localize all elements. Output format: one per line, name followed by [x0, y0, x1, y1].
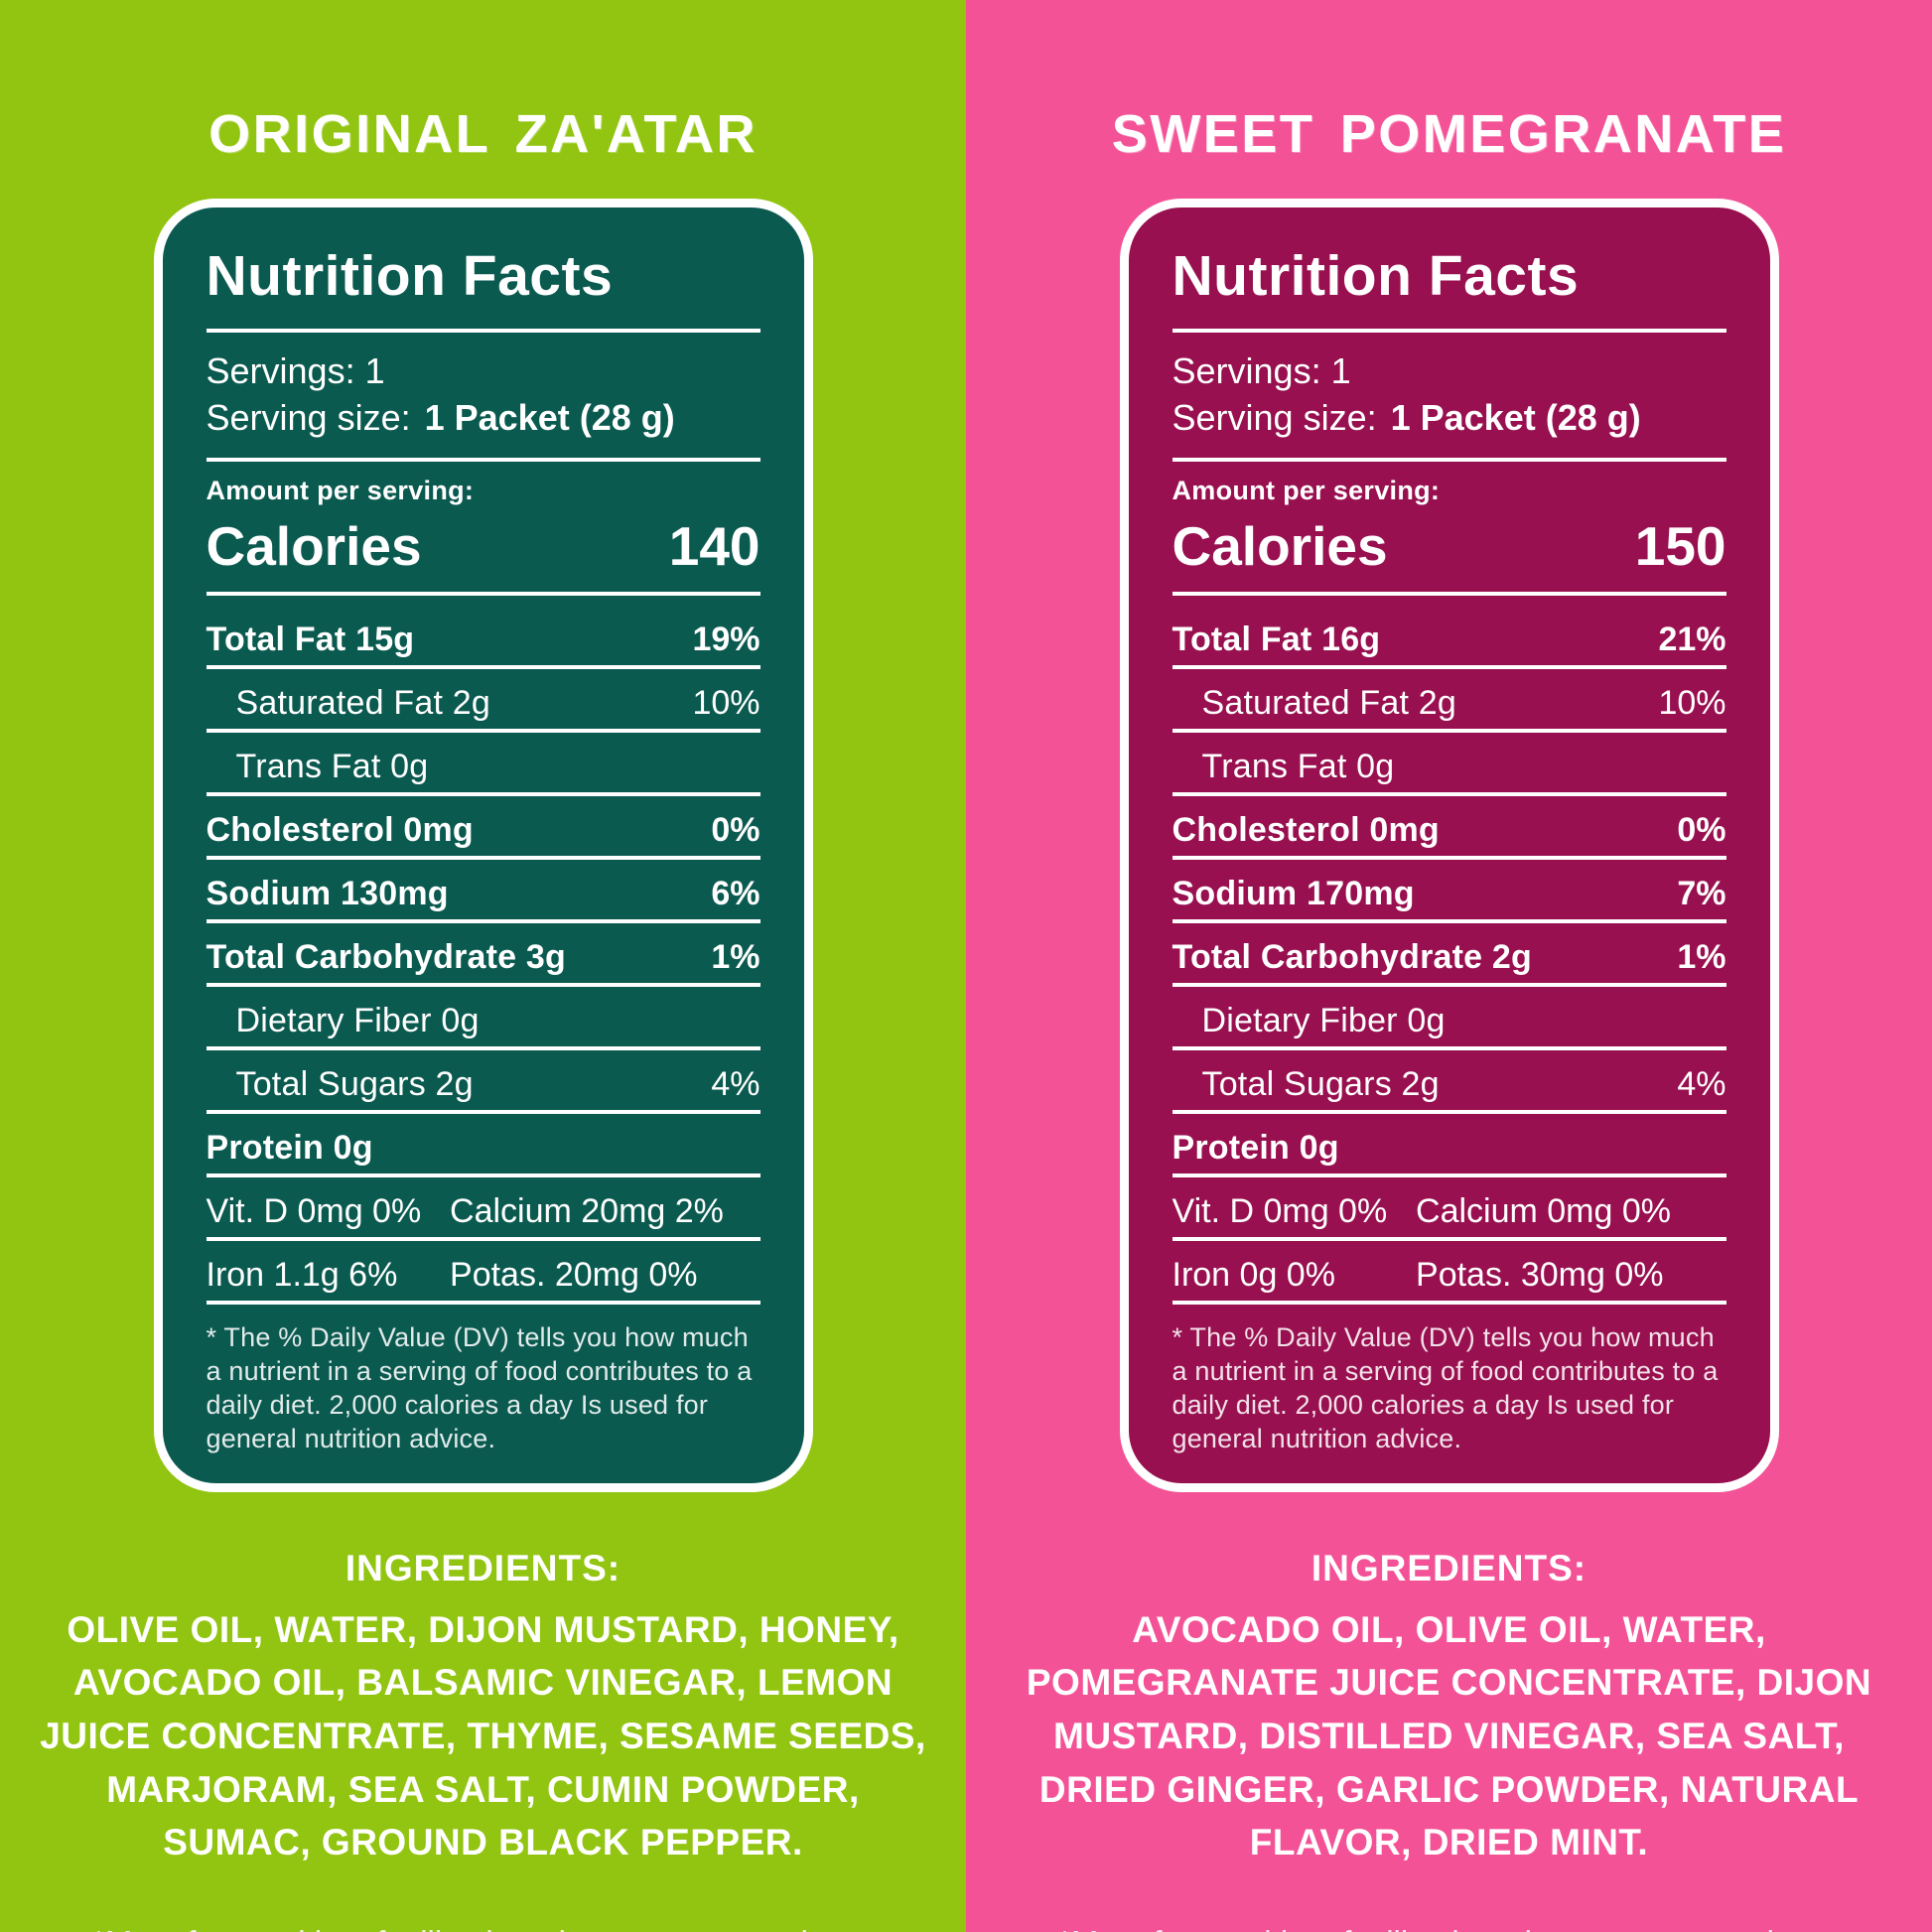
nutrient-row: Trans Fat 0g — [206, 733, 760, 796]
micronutrient-cell: Potas. 30mg 0% — [1416, 1255, 1664, 1294]
nutrient-label: Protein 0g — [206, 1128, 373, 1167]
nutrient-row: Total Carbohydrate 2g 1% — [1172, 923, 1726, 987]
nutrient-row: Trans Fat 0g — [1172, 733, 1726, 796]
micronutrient-cell: Vit. D 0mg 0% — [1172, 1191, 1388, 1230]
nutrient-dv: 0% — [1677, 810, 1726, 849]
nutrient-row: Total Sugars 2g 4% — [1172, 1050, 1726, 1114]
micronutrient-row: Iron 0g 0% Potas. 30mg 0% — [1172, 1241, 1726, 1305]
nutrient-label: Cholesterol 0mg — [1172, 810, 1440, 849]
sweet-pomegranate-half: SWEET POMEGRANATE Nutrition Facts Servin… — [966, 0, 1932, 1932]
nutrient-label: Saturated Fat 2g — [1201, 683, 1456, 722]
nutrient-dv: 6% — [711, 874, 760, 912]
nutrient-label: Trans Fat 0g — [235, 747, 429, 785]
amount-per-serving-label: Amount per serving: — [1172, 475, 1441, 505]
nutrient-dv: 19% — [692, 620, 760, 658]
micronutrient-cell: Vit. D 0mg 0% — [206, 1191, 422, 1230]
nutrient-dv: 4% — [711, 1064, 760, 1103]
calories-label: Calories — [206, 514, 422, 577]
nutrient-label: Dietary Fiber 0g — [235, 1001, 480, 1039]
nutrient-row: Protein 0g — [206, 1114, 760, 1177]
ingredients-list: AVOCADO OIL, OLIVE OIL, WATER, POMEGRANA… — [1026, 1608, 1872, 1863]
nutrient-dv: 4% — [1677, 1064, 1726, 1103]
calories-value: 140 — [668, 514, 760, 577]
flavor-title: ORIGINAL ZA'ATAR — [208, 104, 758, 164]
nutrient-row: Sodium 170mg 7% — [1172, 860, 1726, 923]
nutrient-label: Sodium 130mg — [206, 874, 449, 912]
original-zaatar-half: ORIGINAL ZA'ATAR Nutrition Facts Serving… — [0, 0, 966, 1932]
nutrient-row: Protein 0g — [1172, 1114, 1726, 1177]
dv-footnote: * The % Daily Value (DV) tells you how m… — [1172, 1321, 1719, 1453]
servings-line: Servings: 1 — [1172, 350, 1351, 391]
allergen-note: *Manufactured in a facility that also pr… — [1013, 1921, 1886, 1932]
nutrition-facts-heading: Nutrition Facts — [206, 244, 614, 308]
nutrient-label: Sodium 170mg — [1172, 874, 1415, 912]
nutrient-dv: 1% — [711, 937, 760, 976]
nutrient-dv: 21% — [1658, 620, 1726, 658]
nutrition-facts-panel: Nutrition Facts Servings: 1 Serving size… — [1119, 199, 1779, 1492]
micronutrient-row: Iron 1.1g 6% Potas. 20mg 0% — [206, 1241, 760, 1305]
nutrient-row: Saturated Fat 2g 10% — [1172, 669, 1726, 733]
ingredients-heading: INGREDIENTS: — [345, 1547, 621, 1588]
nutrient-row: Cholesterol 0mg 0% — [206, 796, 760, 860]
micronutrient-row: Vit. D 0mg 0% Calcium 20mg 2% — [206, 1177, 760, 1241]
nutrient-row: Sodium 130mg 6% — [206, 860, 760, 923]
nutrient-dv: 7% — [1677, 874, 1726, 912]
divider — [1172, 457, 1726, 462]
calories-row: Calories 140 — [207, 514, 760, 578]
nutrient-row: Dietary Fiber 0g — [206, 987, 760, 1050]
micronutrient-cell: Iron 1.1g 6% — [206, 1255, 398, 1294]
amount-per-serving-label: Amount per serving: — [206, 475, 475, 505]
calories-label: Calories — [1172, 514, 1388, 577]
nutrient-label: Total Fat 15g — [206, 620, 415, 658]
nutrient-label: Dietary Fiber 0g — [1201, 1001, 1446, 1039]
nutrient-dv: 0% — [711, 810, 760, 849]
nutrient-label: Total Sugars 2g — [1201, 1064, 1440, 1103]
serving-size-label: Serving size: — [206, 396, 411, 438]
nutrition-facts-panel: Nutrition Facts Servings: 1 Serving size… — [153, 199, 813, 1492]
nutrient-dv: 10% — [1658, 683, 1726, 722]
nutrient-label: Saturated Fat 2g — [235, 683, 490, 722]
calories-row: Calories 150 — [1173, 514, 1726, 578]
nutrient-dv: 1% — [1677, 937, 1726, 976]
nutrient-label: Total Carbohydrate 2g — [1172, 937, 1533, 976]
divider — [1172, 591, 1726, 596]
nutrient-label: Total Carbohydrate 3g — [206, 937, 567, 976]
divider — [206, 591, 760, 596]
nutrient-row: Total Fat 15g 19% — [206, 606, 760, 669]
nutrient-row: Saturated Fat 2g 10% — [206, 669, 760, 733]
divider — [1172, 329, 1726, 333]
nutrient-row: Total Carbohydrate 3g 1% — [206, 923, 760, 987]
nutrient-label: Trans Fat 0g — [1201, 747, 1395, 785]
servings-line: Servings: 1 — [206, 350, 385, 391]
micronutrient-cell: Potas. 20mg 0% — [450, 1255, 698, 1294]
nutrient-row: Dietary Fiber 0g — [1172, 987, 1726, 1050]
ingredients-heading: INGREDIENTS: — [1311, 1547, 1587, 1588]
ingredients-list: OLIVE OIL, WATER, DIJON MUSTARD, HONEY, … — [40, 1608, 926, 1863]
nutrition-facts-heading: Nutrition Facts — [1172, 244, 1580, 308]
serving-size-value: 1 Packet (28 g) — [424, 396, 675, 438]
micronutrient-cell: Iron 0g 0% — [1172, 1255, 1335, 1294]
nutrient-row: Total Sugars 2g 4% — [206, 1050, 760, 1114]
dv-footnote: * The % Daily Value (DV) tells you how m… — [206, 1321, 753, 1453]
nutrient-label: Cholesterol 0mg — [206, 810, 474, 849]
serving-size-line: Serving size: 1 Packet (28 g) — [207, 395, 760, 442]
nutrient-label: Protein 0g — [1172, 1128, 1339, 1167]
nutrient-dv: 10% — [692, 683, 760, 722]
flavor-title: SWEET POMEGRANATE — [1111, 104, 1787, 164]
calories-value: 150 — [1634, 514, 1726, 577]
serving-size-label: Serving size: — [1172, 396, 1377, 438]
allergen-note: *Manufactured in a facility that also pr… — [47, 1921, 920, 1932]
nutrient-label: Total Sugars 2g — [235, 1064, 474, 1103]
micronutrient-cell: Calcium 20mg 2% — [450, 1191, 724, 1230]
nutrient-label: Total Fat 16g — [1172, 620, 1381, 658]
divider — [206, 329, 760, 333]
micronutrient-row: Vit. D 0mg 0% Calcium 0mg 0% — [1172, 1177, 1726, 1241]
micronutrient-cell: Calcium 0mg 0% — [1416, 1191, 1671, 1230]
serving-size-line: Serving size: 1 Packet (28 g) — [1173, 395, 1726, 442]
nutrient-row: Cholesterol 0mg 0% — [1172, 796, 1726, 860]
nutrient-row: Total Fat 16g 21% — [1172, 606, 1726, 669]
divider — [206, 457, 760, 462]
serving-size-value: 1 Packet (28 g) — [1390, 396, 1641, 438]
